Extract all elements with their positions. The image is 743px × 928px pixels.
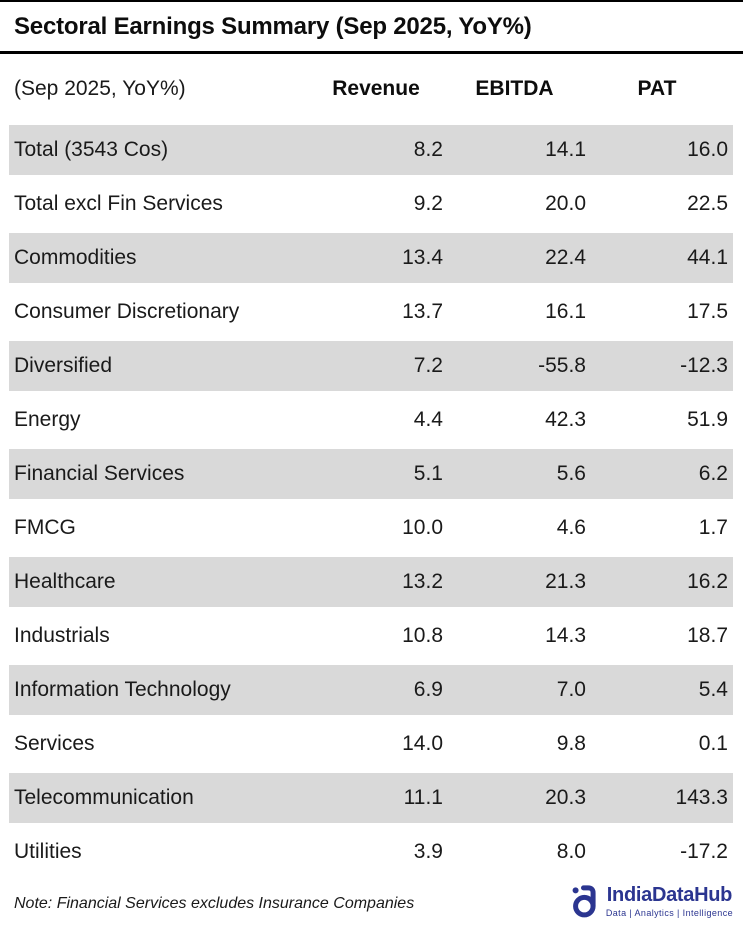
title-divider-line (0, 51, 743, 54)
table-row: Financial Services 5.1 5.6 6.2 (9, 447, 733, 501)
brand-tagline: Data | Analytics | Intelligence (605, 907, 733, 918)
brand-logo: IndiaDataHub Data | Analytics | Intellig… (571, 884, 733, 925)
page-title: Sectoral Earnings Summary (Sep 2025, YoY… (14, 13, 532, 40)
sector-name: Financial Services (14, 462, 185, 485)
revenue-value: 13.7 (402, 300, 443, 323)
table-row: Healthcare 13.2 21.3 16.2 (9, 555, 733, 609)
revenue-value: 11.1 (403, 786, 443, 809)
pat-value: 16.0 (687, 138, 728, 161)
ebitda-value: 42.3 (545, 408, 586, 431)
sector-name: Consumer Discretionary (14, 300, 240, 323)
revenue-value: 10.8 (402, 624, 443, 647)
brand-text-block: IndiaDataHub Data | Analytics | Intellig… (606, 884, 733, 918)
sector-name: Energy (14, 408, 81, 431)
revenue-value: 14.0 (402, 732, 443, 755)
table-row: Diversified 7.2 -55.8 -12.3 (9, 339, 733, 393)
pat-value: 0.1 (698, 732, 728, 755)
pat-value: 22.5 (687, 192, 728, 215)
brand-wordmark: IndiaDataHub (606, 883, 733, 906)
sector-name: Commodities (14, 246, 137, 269)
sector-name: Industrials (14, 624, 110, 647)
pat-value: 18.7 (687, 624, 728, 647)
sector-name: Information Technology (14, 678, 231, 701)
sector-name: Diversified (14, 354, 113, 377)
pat-value: 1.7 (698, 516, 728, 539)
footer: Note: Financial Services excludes Insura… (0, 880, 743, 928)
revenue-value: 10.0 (402, 516, 443, 539)
ebitda-value: 21.3 (545, 570, 586, 593)
revenue-value: 13.4 (402, 246, 443, 269)
ebitda-value: 7.0 (556, 678, 586, 701)
table-row: Consumer Discretionary 13.7 16.1 17.5 (9, 285, 733, 339)
pat-value: 5.4 (698, 678, 728, 701)
pat-value: 17.5 (687, 300, 728, 323)
pat-value: 44.1 (687, 246, 728, 269)
revenue-value: 8.2 (413, 138, 443, 161)
table-row: Energy 4.4 42.3 51.9 (9, 393, 733, 447)
pat-value: 51.9 (687, 408, 728, 431)
ebitda-value: 22.4 (545, 246, 586, 269)
ebitda-value: 14.3 (545, 624, 586, 647)
table-row: Information Technology 6.9 7.0 5.4 (9, 663, 733, 717)
sector-name: Total excl Fin Services (14, 192, 223, 215)
revenue-value: 3.9 (413, 840, 443, 863)
table-row: Telecommunication 11.1 20.3 143.3 (9, 771, 733, 825)
table-row: Services 14.0 9.8 0.1 (9, 717, 733, 771)
table-body: Total (3543 Cos) 8.2 14.1 16.0 Total exc… (9, 123, 733, 879)
top-border-line (0, 0, 743, 2)
revenue-value: 9.2 (413, 192, 443, 215)
ebitda-value: 9.8 (556, 732, 586, 755)
header-revenue: Revenue (332, 76, 420, 100)
ebitda-value: -55.8 (538, 354, 586, 377)
sector-name: FMCG (14, 516, 76, 539)
ebitda-value: 20.3 (545, 786, 586, 809)
footnote: Note: Financial Services excludes Insura… (14, 895, 415, 912)
table-header-row: (Sep 2025, YoY%) Revenue EBITDA PAT (9, 54, 733, 123)
ebitda-value: 16.1 (545, 300, 586, 323)
table-row: Utilities 3.9 8.0 -17.2 (9, 825, 733, 879)
ebitda-value: 14.1 (545, 138, 586, 161)
table-row: Total excl Fin Services 9.2 20.0 22.5 (9, 177, 733, 231)
header-ebitda: EBITDA (475, 76, 554, 100)
pat-value: -17.2 (680, 840, 728, 863)
header-pat: PAT (637, 76, 677, 100)
revenue-value: 5.1 (413, 462, 443, 485)
earnings-table: (Sep 2025, YoY%) Revenue EBITDA PAT Tota… (9, 54, 733, 879)
ebitda-value: 4.6 (556, 516, 586, 539)
sector-name: Utilities (14, 840, 82, 863)
ebitda-value: 5.6 (556, 462, 586, 485)
header-period-label: (Sep 2025, YoY%) (14, 76, 186, 100)
table-row: FMCG 10.0 4.6 1.7 (9, 501, 733, 555)
revenue-value: 7.2 (413, 354, 443, 377)
sector-name: Services (14, 732, 95, 755)
sector-name: Total (3543 Cos) (14, 138, 169, 161)
sector-name: Healthcare (14, 570, 116, 593)
table-row: Total (3543 Cos) 8.2 14.1 16.0 (9, 123, 733, 177)
pat-value: 6.2 (698, 462, 728, 485)
table-row: Industrials 10.8 14.3 18.7 (9, 609, 733, 663)
ebitda-value: 20.0 (545, 192, 586, 215)
table-row: Commodities 13.4 22.4 44.1 (9, 231, 733, 285)
ebitda-value: 8.0 (556, 840, 586, 863)
revenue-value: 6.9 (413, 678, 443, 701)
pat-value: -12.3 (680, 354, 728, 377)
pat-value: 16.2 (687, 570, 728, 593)
sector-name: Telecommunication (14, 786, 194, 809)
indiadatahub-logo-icon (571, 884, 601, 925)
pat-value: 143.3 (675, 786, 728, 809)
revenue-value: 4.4 (413, 408, 443, 431)
revenue-value: 13.2 (402, 570, 443, 593)
